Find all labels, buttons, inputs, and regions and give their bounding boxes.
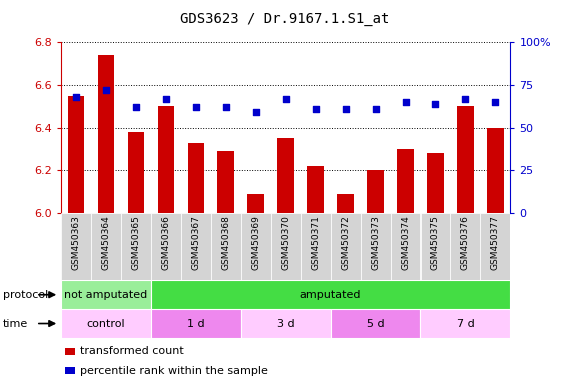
- Point: [281, 96, 290, 102]
- Point: [101, 87, 110, 93]
- Text: GSM450364: GSM450364: [102, 215, 110, 270]
- Text: GSM450365: GSM450365: [131, 215, 140, 270]
- Bar: [271, 213, 300, 280]
- Point: [461, 96, 470, 102]
- Bar: [480, 213, 510, 280]
- Bar: [128, 132, 144, 213]
- Bar: [61, 280, 151, 309]
- Bar: [300, 213, 331, 280]
- Bar: [211, 213, 241, 280]
- Point: [311, 106, 320, 112]
- Text: not amputated: not amputated: [64, 290, 147, 300]
- Text: GSM450377: GSM450377: [491, 215, 500, 270]
- Bar: [420, 309, 510, 338]
- Text: GSM450370: GSM450370: [281, 215, 290, 270]
- Text: GSM450363: GSM450363: [71, 215, 81, 270]
- Text: GSM450376: GSM450376: [461, 215, 470, 270]
- Text: GSM450372: GSM450372: [341, 215, 350, 270]
- Text: GSM450369: GSM450369: [251, 215, 260, 270]
- Text: 1 d: 1 d: [187, 318, 205, 329]
- Bar: [361, 213, 390, 280]
- Bar: [241, 213, 271, 280]
- Text: amputated: amputated: [300, 290, 361, 300]
- Bar: [248, 194, 264, 213]
- Bar: [158, 106, 174, 213]
- Point: [431, 101, 440, 107]
- Bar: [66, 348, 75, 355]
- Text: 5 d: 5 d: [367, 318, 385, 329]
- Bar: [151, 309, 241, 338]
- Bar: [457, 106, 474, 213]
- Bar: [218, 151, 234, 213]
- Text: GSM450374: GSM450374: [401, 215, 410, 270]
- Bar: [187, 142, 204, 213]
- Text: GDS3623 / Dr.9167.1.S1_at: GDS3623 / Dr.9167.1.S1_at: [180, 12, 389, 25]
- Bar: [277, 138, 294, 213]
- Point: [131, 104, 140, 110]
- Point: [341, 106, 350, 112]
- Bar: [331, 309, 420, 338]
- Text: percentile rank within the sample: percentile rank within the sample: [80, 366, 267, 376]
- Text: protocol: protocol: [3, 290, 48, 300]
- Point: [401, 99, 410, 105]
- Bar: [397, 149, 414, 213]
- Bar: [66, 367, 75, 374]
- Bar: [390, 213, 420, 280]
- Bar: [427, 153, 444, 213]
- Bar: [338, 194, 354, 213]
- Bar: [91, 213, 121, 280]
- Point: [251, 109, 260, 115]
- Bar: [307, 166, 324, 213]
- Text: control: control: [86, 318, 125, 329]
- Bar: [68, 96, 84, 213]
- Bar: [181, 213, 211, 280]
- Point: [71, 94, 81, 100]
- Text: time: time: [3, 318, 28, 329]
- Text: 3 d: 3 d: [277, 318, 295, 329]
- Text: GSM450375: GSM450375: [431, 215, 440, 270]
- Bar: [151, 213, 181, 280]
- Bar: [420, 213, 451, 280]
- Bar: [61, 309, 151, 338]
- Point: [371, 106, 380, 112]
- Bar: [97, 55, 114, 213]
- Point: [491, 99, 500, 105]
- Text: GSM450373: GSM450373: [371, 215, 380, 270]
- Bar: [151, 280, 510, 309]
- Bar: [451, 213, 480, 280]
- Bar: [121, 213, 151, 280]
- Bar: [241, 309, 331, 338]
- Text: GSM450371: GSM450371: [311, 215, 320, 270]
- Text: 7 d: 7 d: [456, 318, 474, 329]
- Bar: [367, 170, 384, 213]
- Bar: [331, 213, 361, 280]
- Point: [191, 104, 201, 110]
- Bar: [61, 213, 91, 280]
- Text: GSM450368: GSM450368: [221, 215, 230, 270]
- Text: transformed count: transformed count: [80, 346, 183, 356]
- Text: GSM450366: GSM450366: [161, 215, 171, 270]
- Point: [221, 104, 230, 110]
- Text: GSM450367: GSM450367: [191, 215, 200, 270]
- Bar: [487, 128, 503, 213]
- Point: [161, 96, 171, 102]
